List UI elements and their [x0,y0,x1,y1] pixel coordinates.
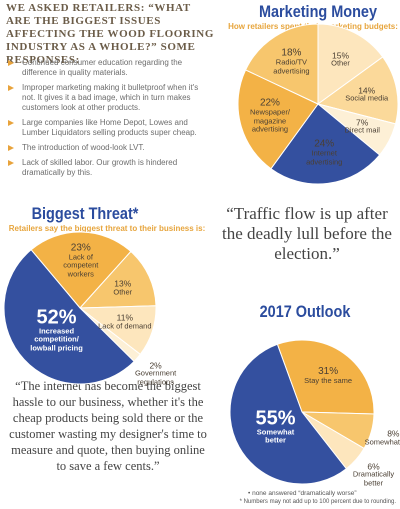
slice-value-label: 23% [70,242,91,254]
slice-label: 14% Social media [338,86,396,103]
slice-name: Lack of competent workers [63,252,99,279]
survey-response: Continued consumer education regarding t… [6,58,211,78]
footnote: * Numbers may not add up to 100 percent … [239,499,396,505]
slice-name: Government regulations [134,368,177,387]
slice-name: Radio/TV advertising [273,57,310,76]
survey-heading: WE ASKED RETAILERS: “WHAT ARE THE BIGGES… [6,2,215,66]
slice-value-label: 55% [255,407,296,430]
slice-label: 15% Other [312,51,370,68]
slice-label: 55% Somewhat better [247,408,305,445]
survey-response: Improper marketing making it bulletproof… [6,83,211,113]
slice-label: 18% Radio/TV advertising [262,47,320,76]
slice-name: Lack of demand [98,321,152,331]
slice-label: 2% Government regulations [127,361,185,387]
slice-value-label: 11% [116,312,134,323]
slice-value-label: 13% [114,278,132,289]
slice-value-label: 31% [318,365,339,377]
chart-note: • none answered “dramatically worse” [248,490,357,497]
slice-label: 31% Stay the same [299,365,357,386]
chart-title: 2017 Outlook [259,302,351,321]
slice-label: 23% Lack of competent workers [52,243,110,279]
pie-slice [229,343,348,485]
slice-value-label: 18% [281,47,302,59]
slice-name: Internet advertising [306,148,343,167]
slice-value-label: 22% [259,97,280,109]
quote: “The internet has become the biggest has… [9,379,207,473]
slice-value-label: 15% [332,50,350,61]
slice-label: 24% Internet advertising [295,138,353,167]
slice-name: Increased competition/ lowball pricing [30,325,83,352]
slice-name: Newspaper/ magazine advertising [249,107,290,134]
slice-name: Somewhat better [256,427,295,445]
pie-slice [316,56,399,125]
survey-response: Lack of skilled labor. Our growth is hin… [6,158,211,178]
pie-slice [270,103,381,185]
slice-value-label: 14% [358,85,376,96]
slice-name: Other [331,58,350,68]
chart-title: Marketing Money [258,2,378,21]
pie-slice [3,249,135,385]
slice-name: Direct mail [344,125,380,135]
slice-label: 11% Lack of demand [96,314,154,331]
slice-value-label: 24% [314,138,335,150]
pie-slice [244,23,319,105]
slice-name: Stay the same [304,375,353,385]
chart-subtitle: Retailers say the biggest threat to thei… [8,224,206,233]
chart-title: Biggest Threat* [31,204,139,223]
slice-name: Dramatically better [352,469,395,487]
slice-label: 7% Direct mail [333,118,391,135]
slice-value-label: 7% [356,117,369,128]
pie-slice [317,23,384,105]
slice-name: Somewhat worse [364,437,400,447]
slice-value-label: 8% [387,428,400,439]
pie-slice [78,250,157,309]
slice-value-label: 2% [149,360,162,371]
slice-label: 52% Increased competition/ lowball pricin… [28,307,86,353]
slice-label: 6% Dramatically better [345,462,400,488]
quote: “Traffic flow is up after the deadly lul… [222,204,392,263]
slice-value-label: 6% [367,460,380,471]
survey-response: Large companies like Home Depot, Lowes a… [6,118,211,138]
survey-responses: Continued consumer education regarding t… [6,58,211,183]
survey-response: The introduction of wood-look LVT. [6,143,211,153]
slice-label: 13% Other [94,280,152,297]
slice-label: 8%Somewhat worse [364,430,400,447]
slice-label: 22% Newspaper/ magazine advertising [241,97,299,135]
pie-slice [276,339,375,415]
slice-name: Other [113,287,133,297]
pie-slice [30,231,132,309]
slice-value-label: 52% [36,305,77,328]
slice-name: Social media [345,93,389,103]
